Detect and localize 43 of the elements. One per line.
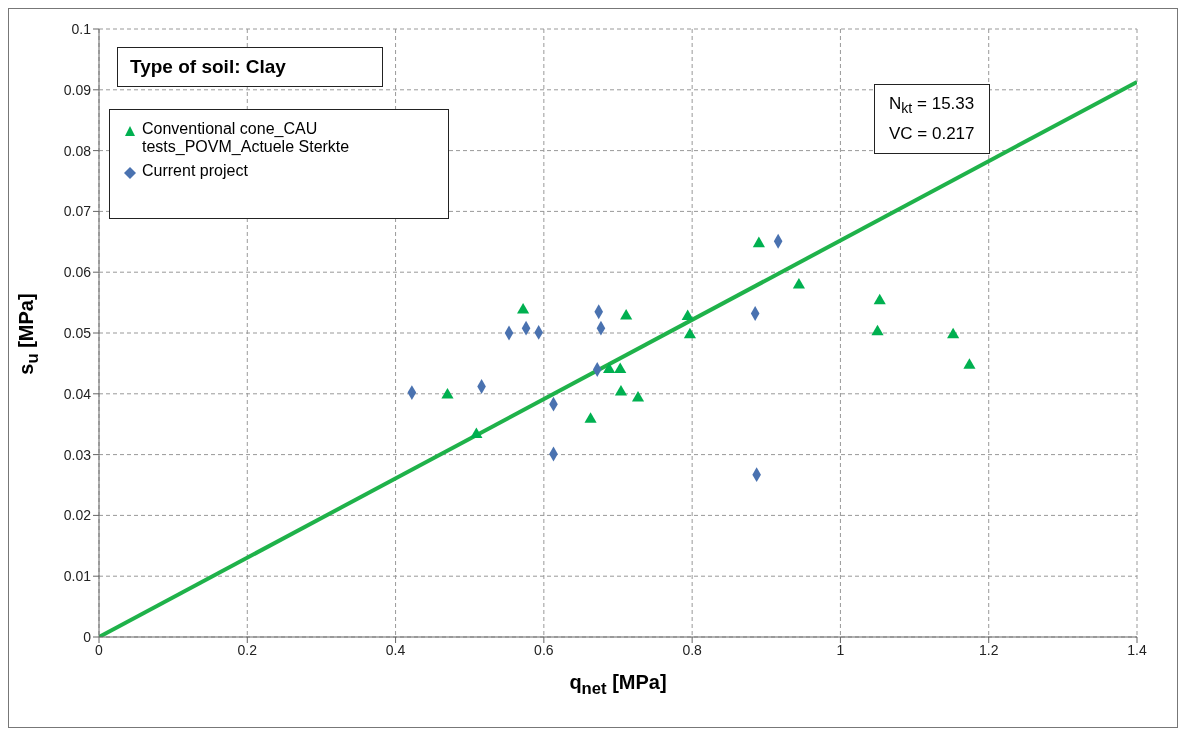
point [947,327,960,339]
point [871,324,884,336]
point [517,302,530,314]
point [963,358,976,369]
annotation: N$_{kt}$ = 15.33 [889,93,975,119]
x-tick-label: 0 [95,641,104,658]
x-axis-title: q$_{net}$ [MPa] [568,671,668,699]
point [683,327,696,339]
annotation: VC = 0.217 [889,123,975,146]
text-box: N$_{kt}$ = 15.33 VC = 0.217 [874,84,990,155]
y-tick-label: 0.05 [63,324,92,341]
y-tick-label: 0 [83,628,92,645]
point [752,236,765,248]
y-tick-label: 0.08 [63,142,92,159]
point [681,309,694,321]
y-tick-label: 0.04 [63,385,92,402]
point [873,293,886,305]
y-tick-label: 0.01 [63,568,92,585]
point [470,427,483,439]
y-tick-label: 0.02 [63,507,92,524]
y-tick-label: 0.09 [63,81,92,98]
y-tick-label: 0.07 [63,203,92,220]
point [614,384,628,396]
point [441,388,454,399]
text-box: Type of soil: Clay [117,47,383,87]
y-tick-label: 0.06 [63,264,92,281]
x-tick-label: 0.2 [237,641,258,658]
x-tick-label: 1.2 [978,641,999,658]
x-tick-label: 1.4 [1127,641,1147,658]
point [584,412,597,423]
point [792,277,805,289]
legend-label: Current project [142,162,249,180]
point [631,391,645,402]
x-tick-label: 0.6 [534,641,554,658]
x-tick-label: 0.8 [682,641,703,658]
point [620,308,633,320]
legend-label: Conventional cone_CAU tests_POVM_Actuele Sterkte [142,120,351,156]
point [603,362,616,373]
y-tick-label: 0.1 [71,20,92,37]
x-tick-label: 1 [836,641,845,658]
point [614,362,627,373]
x-tick-label: 0.4 [385,641,406,658]
y-tick-label: 0.03 [63,446,92,463]
